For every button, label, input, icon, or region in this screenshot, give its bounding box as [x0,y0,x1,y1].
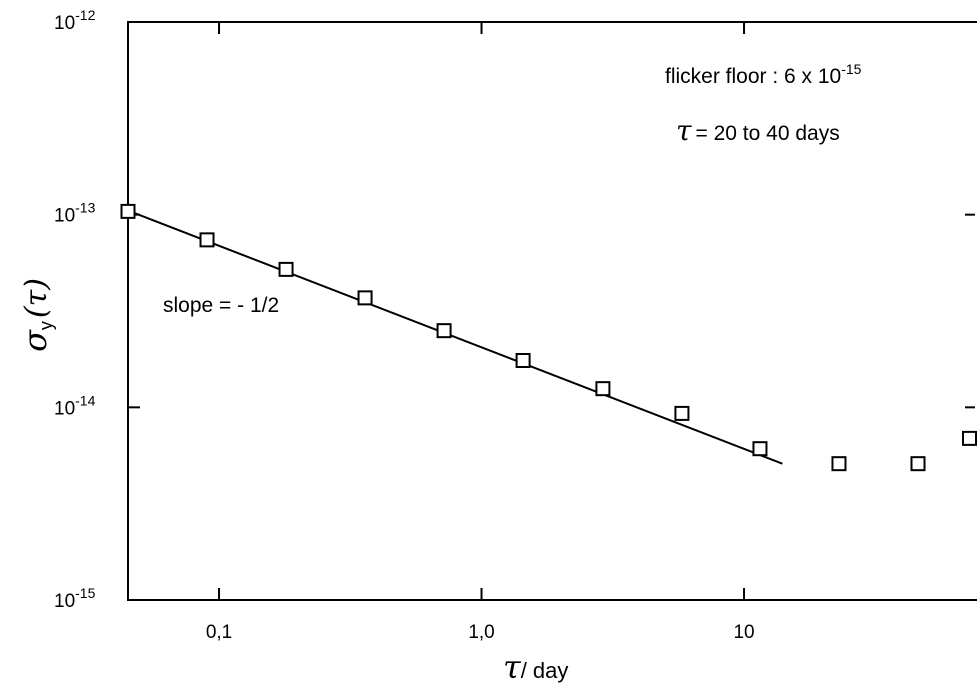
flicker-floor-annotation: flicker floor : 6 x 10-15 [665,61,862,88]
y-tick-label-2: 10-14 [54,392,96,419]
x-axis-title: τ/ day [503,648,568,686]
data-point-3 [357,290,373,306]
y-axis-title-arg: (τ) [19,278,54,318]
y-axis-title: σy (τ) [16,278,56,352]
y-tick-label-base: 10 [54,591,75,612]
y-axis-title-symbol: σ [16,329,54,352]
slope-annotation: slope = - 1/2 [163,294,279,317]
tau-range-text: = 20 to 40 days [696,122,840,145]
x-axis-title-symbol: τ [503,648,522,686]
x-tick-label-0: 0,1 [206,622,232,643]
data-point-9 [831,456,847,472]
tau-range-symbol: τ [676,114,692,147]
y-tick-label-base: 10 [54,206,75,227]
y-tick-label-exp: -12 [75,7,95,23]
y-tick-label-3: 10-15 [54,585,96,612]
data-point-0 [120,203,136,219]
data-point-11 [962,430,977,446]
data-point-5 [515,353,531,369]
y-tick-label-exp: -13 [75,200,95,216]
plot-frame [127,21,977,601]
data-point-10 [910,456,926,472]
data-point-1 [199,232,215,248]
x-axis-title-text: / day [521,658,569,683]
y-tick-label-base: 10 [54,398,75,419]
data-point-6 [595,381,611,397]
y-axis-title-subscript: y [36,321,56,330]
slope-fit-line [127,209,783,465]
flicker-floor-exponent: -15 [841,61,861,77]
data-points [120,203,977,472]
data-point-2 [278,261,294,277]
data-point-4 [436,323,452,339]
x-axis-ticks: 0,1 1,0 10 [206,22,755,643]
y-tick-label-exp: -15 [75,585,95,601]
flicker-floor-text: flicker floor : 6 x 10 [665,65,841,88]
x-tick-label-1: 1,0 [468,622,494,643]
x-tick-label-2: 10 [733,622,754,643]
tau-range-annotation: τ = 20 to 40 days [676,114,840,147]
data-point-8 [752,441,768,457]
data-point-7 [674,405,690,421]
y-tick-label-exp: -14 [75,392,95,408]
y-tick-label-0: 10-12 [54,7,96,34]
y-tick-label-base: 10 [54,13,75,34]
y-tick-label-1: 10-13 [54,200,96,227]
